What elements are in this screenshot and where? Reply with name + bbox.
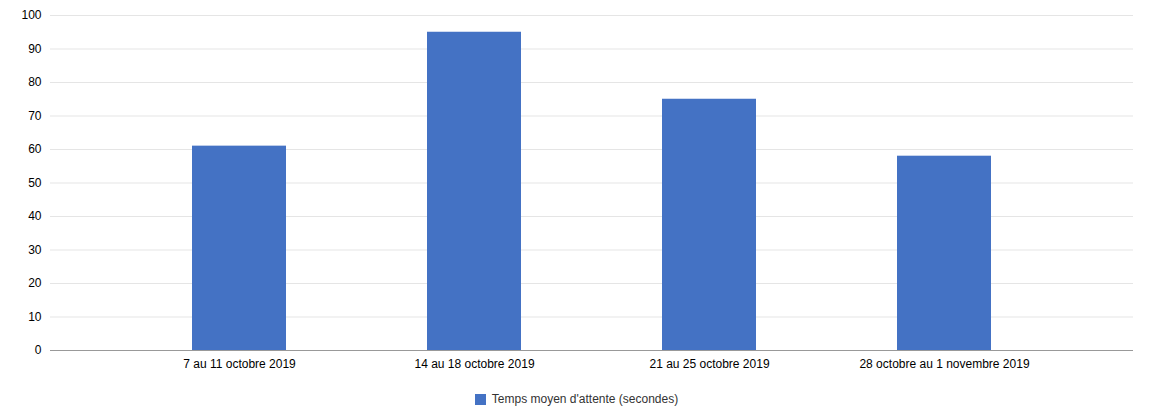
svg-text:60: 60 (28, 142, 42, 156)
svg-text:80: 80 (28, 75, 42, 89)
svg-text:90: 90 (28, 42, 42, 56)
svg-text:21 au 25 octobre 2019: 21 au 25 octobre 2019 (649, 357, 769, 371)
svg-text:30: 30 (28, 243, 42, 257)
svg-text:50: 50 (28, 176, 42, 190)
svg-text:40: 40 (28, 209, 42, 223)
svg-text:100: 100 (21, 8, 41, 22)
svg-text:0: 0 (35, 343, 42, 357)
svg-text:14 au 18 octobre 2019: 14 au 18 octobre 2019 (414, 357, 534, 371)
svg-text:70: 70 (28, 109, 42, 123)
svg-text:28 octobre au 1 novembre 2019: 28 octobre au 1 novembre 2019 (859, 357, 1029, 371)
svg-text:20: 20 (28, 276, 42, 290)
svg-text:7 au 11 octobre 2019: 7 au 11 octobre 2019 (183, 357, 296, 371)
svg-text:10: 10 (28, 310, 42, 324)
html-text:Temps moyen d'attente (seconde: Temps moyen d'attente (secondes) (491, 392, 679, 406)
